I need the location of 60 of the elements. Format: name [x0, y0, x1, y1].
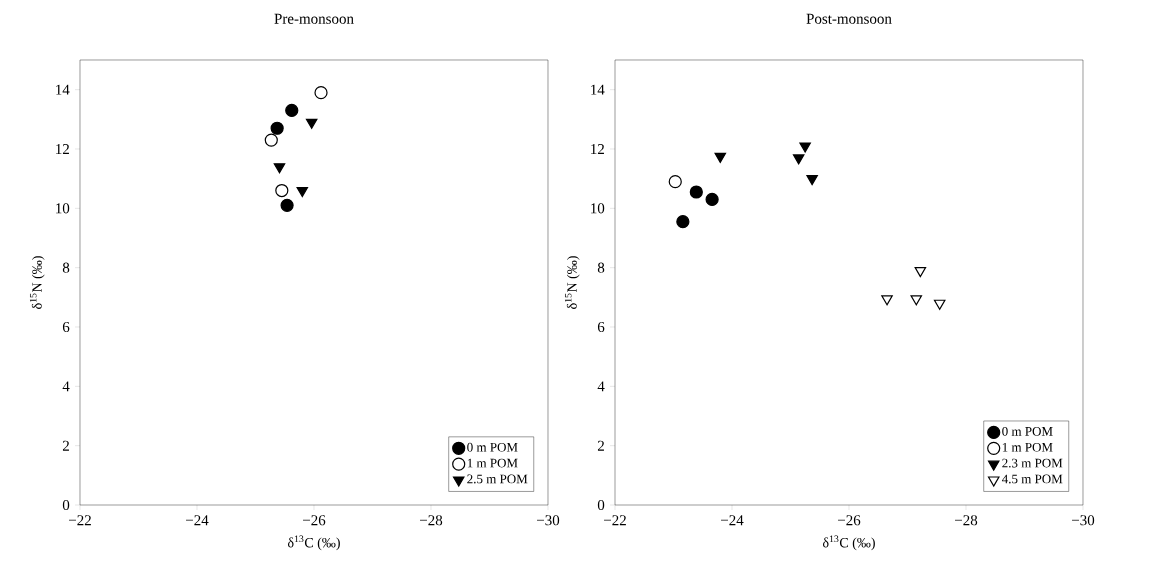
y-tick-label: 6 [62, 321, 70, 333]
legend-label: 0 m POM [467, 442, 518, 452]
point [799, 142, 811, 153]
y-tick-label: 12 [591, 144, 604, 154]
point [705, 192, 719, 207]
chart-title: Pre-monsoon [274, 13, 354, 24]
y-tick-label: 10 [56, 203, 70, 214]
x-tick-label: −26 [838, 515, 861, 526]
point [285, 103, 299, 118]
point [668, 175, 682, 189]
point [910, 295, 923, 306]
y-tick-label: 2 [62, 440, 69, 451]
point [676, 215, 690, 229]
y-tick-label: 0 [62, 499, 70, 511]
legend-label: 1 m POM [1002, 442, 1053, 452]
y-tick-label: 4 [597, 381, 605, 392]
y-axis-title: δ$^{15}$N (‰) [29, 256, 45, 309]
x-tick-label: −28 [955, 515, 978, 526]
chart-title: Post-monsoon [806, 13, 892, 24]
y-tick-label: 6 [597, 321, 605, 333]
point [273, 163, 286, 174]
point [914, 267, 927, 278]
point [305, 118, 318, 129]
point [275, 183, 289, 198]
y-tick-label: 14 [56, 84, 70, 95]
x-axis-title: δ$^{13}$C (‰) [288, 535, 340, 551]
y-tick-label: 2 [597, 440, 604, 451]
point [933, 299, 946, 310]
point [714, 152, 727, 164]
x-tick-label: −22 [604, 515, 626, 526]
y-tick-label: 4 [62, 381, 70, 392]
point [314, 86, 328, 100]
x-axis-title: δ$^{13}$C (‰) [823, 535, 875, 551]
x-tick-label: −24 [186, 515, 209, 526]
legend-label: 0 m POM [1002, 426, 1053, 436]
x-tick-label: −30 [537, 515, 560, 526]
legend-label: 2.3 m POM [1002, 458, 1063, 468]
y-tick-label: 12 [56, 144, 69, 154]
point [881, 295, 893, 306]
legend-label: 4.5 m POM [1001, 474, 1063, 484]
point [264, 133, 278, 147]
y-tick-label: 0 [597, 499, 605, 511]
legend-label: 1 m POM [467, 458, 518, 468]
y-tick-label: 8 [597, 262, 605, 273]
x-tick-label: −28 [420, 515, 443, 526]
y-tick-label: 8 [62, 262, 70, 273]
x-tick-label: −24 [721, 515, 744, 526]
point [689, 185, 703, 199]
point [296, 186, 309, 198]
point [792, 154, 805, 165]
point [270, 121, 284, 135]
legend-label: 2.5 m POM [467, 474, 528, 484]
y-tick-label: 14 [591, 84, 605, 95]
x-tick-label: −26 [303, 515, 326, 526]
y-tick-label: 10 [591, 203, 605, 214]
x-tick-label: −22 [69, 515, 91, 526]
point [806, 175, 818, 186]
x-tick-label: −30 [1072, 515, 1095, 526]
y-axis-title: δ$^{15}$N (‰) [564, 256, 580, 309]
point [280, 198, 294, 212]
